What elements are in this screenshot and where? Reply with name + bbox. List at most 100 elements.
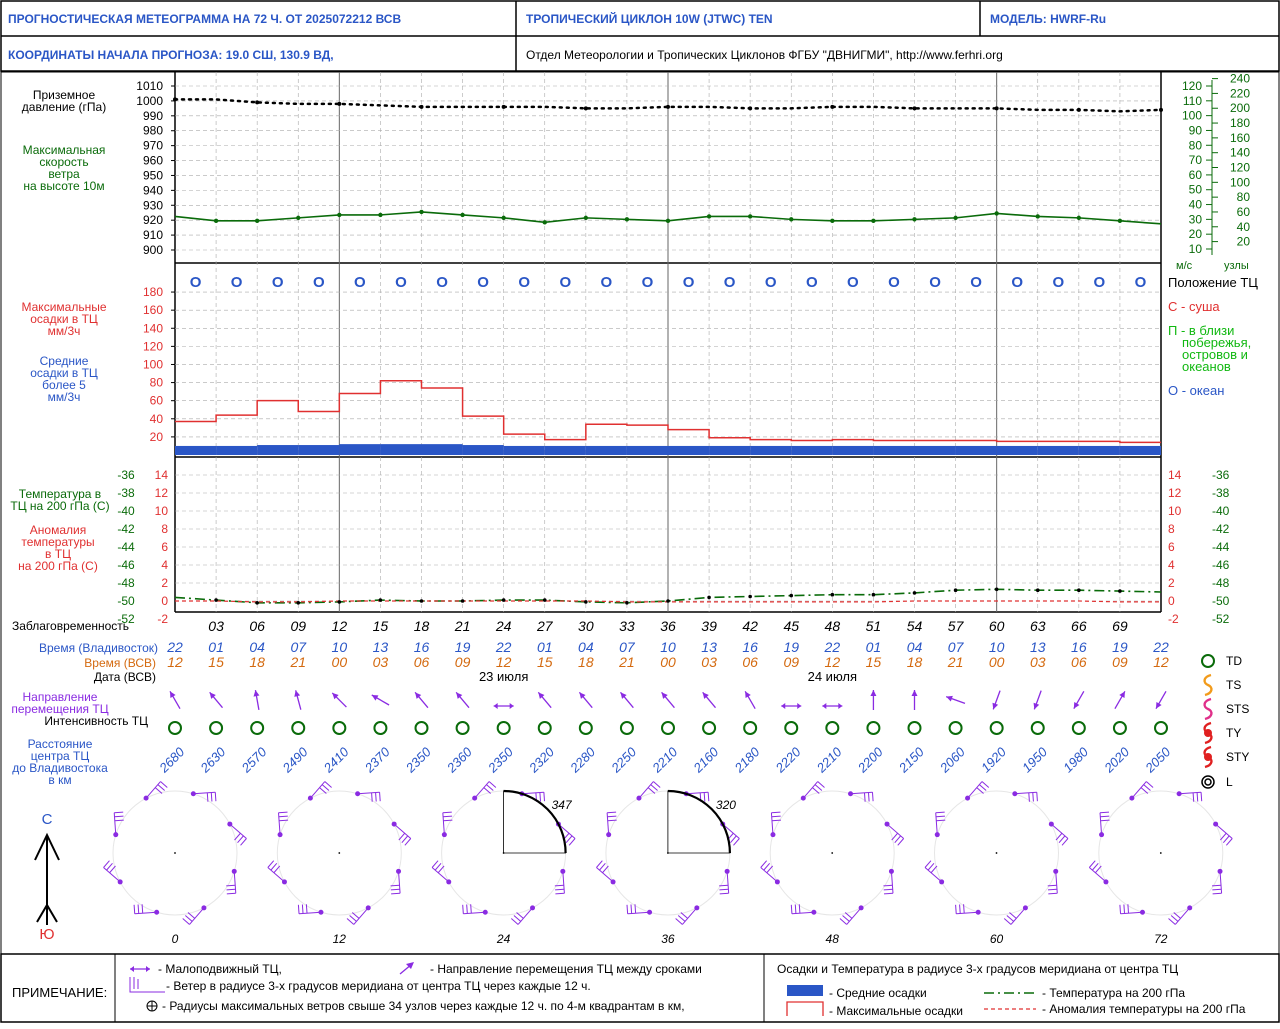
temp200-axis-label: Температура в bbox=[19, 487, 101, 501]
wind-barb-feather bbox=[114, 815, 124, 818]
wind-barb-feather bbox=[568, 838, 576, 846]
time-vlad-value: 22 bbox=[824, 639, 841, 655]
wind-barb-feather bbox=[1170, 915, 1179, 922]
time-vlad-value: 13 bbox=[373, 639, 389, 655]
distance-value: 2210 bbox=[813, 744, 845, 776]
avg-precip-bar bbox=[832, 445, 874, 455]
wind-barb-feather bbox=[1088, 860, 1096, 868]
wind-knot-tick-label: 60 bbox=[1237, 205, 1251, 219]
direction-arrowhead bbox=[745, 691, 751, 699]
temp200-point bbox=[255, 601, 259, 605]
wind-barb-feather bbox=[1123, 904, 1126, 914]
wind-ring bbox=[112, 790, 238, 916]
wind-ring-hour: 72 bbox=[1154, 932, 1168, 946]
wind-barb-feather bbox=[185, 915, 193, 922]
max-precip-legend-swatch bbox=[786, 1001, 824, 1016]
distance-value: 2180 bbox=[731, 744, 763, 776]
intensity-marker-td bbox=[866, 721, 881, 735]
wind-ms-tick-label: 90 bbox=[1189, 123, 1203, 137]
wind-knot-tick-label: 100 bbox=[1230, 175, 1250, 189]
cyclone-symbol-fill bbox=[1204, 729, 1212, 737]
lead-hour-label: 21 bbox=[454, 618, 471, 634]
tc-position-land: С - суша bbox=[1168, 299, 1220, 314]
wind-ms-tick-label: 70 bbox=[1189, 153, 1203, 167]
direction-legend-arrowhead bbox=[406, 962, 414, 969]
anom-tick-label: 10 bbox=[155, 504, 169, 518]
time-utc-label: Время (ВСВ) bbox=[84, 656, 156, 670]
wind-barb-staff bbox=[802, 781, 819, 799]
lower-panels: 03 06 09 12 15 18 21 24 27 30 33 36 39 42 45 48 51 54 57 60… bbox=[103, 618, 1233, 946]
anomaly-axis-label: в ТЦ bbox=[45, 547, 71, 561]
wind-barb-feather bbox=[554, 884, 564, 887]
wind-barb-staff bbox=[398, 871, 401, 894]
precip-tick-label: 100 bbox=[143, 357, 163, 371]
wind-ring-center bbox=[174, 852, 176, 854]
direction-arrowhead bbox=[1156, 701, 1162, 709]
wind-barb-feather bbox=[1028, 792, 1030, 802]
tc-position-marker: О bbox=[642, 274, 654, 291]
anom-tick-label: 0 bbox=[161, 594, 168, 608]
temp-tick-label: -42 bbox=[117, 522, 135, 536]
wind-barb-feather bbox=[650, 784, 658, 791]
cyclone-symbol-icon bbox=[1203, 673, 1213, 697]
wind-barb-feather bbox=[677, 915, 686, 922]
direction-arrowhead bbox=[946, 695, 953, 702]
time-vlad-value: 04 bbox=[578, 639, 594, 655]
pressure-tick-label: 970 bbox=[143, 139, 163, 153]
direction-arrowhead bbox=[1119, 691, 1125, 699]
wind-barb-feather bbox=[437, 865, 445, 874]
header: ПРОГНОСТИЧЕСКАЯ МЕТЕОГРАММА НА 72 Ч. ОТ … bbox=[0, 0, 1280, 72]
header-title: ПРОГНОСТИЧЕСКАЯ МЕТЕОГРАММА НА 72 Ч. ОТ … bbox=[8, 12, 401, 26]
wind-barb-feather bbox=[1168, 918, 1176, 925]
wind-point bbox=[871, 218, 876, 224]
wind-ms-unit: м/с bbox=[1176, 260, 1193, 272]
lead-hour-label: 54 bbox=[907, 618, 923, 634]
wind-ms-tick-label: 20 bbox=[1189, 227, 1203, 241]
avg-precip-bar bbox=[996, 445, 1038, 455]
distance-value: 2320 bbox=[525, 744, 557, 776]
wind-barb-feather bbox=[391, 892, 401, 895]
pressure-point bbox=[337, 101, 342, 106]
precip-tick-label: 120 bbox=[143, 339, 163, 353]
lead-hour-label: 18 bbox=[414, 618, 430, 634]
temp200-point bbox=[994, 587, 999, 592]
lead-hour-label: 69 bbox=[1112, 618, 1128, 634]
wind-barb-feather bbox=[1047, 884, 1057, 887]
wind-barb-feather bbox=[1003, 918, 1012, 925]
wind-barb-feather bbox=[844, 912, 853, 919]
wind-barb-feather bbox=[319, 787, 327, 794]
max-precip-step-line bbox=[175, 380, 1161, 444]
wind-barb-feather bbox=[401, 835, 409, 843]
anom-tick-label: 12 bbox=[155, 486, 169, 500]
footer-temp-text: - Температура на 200 гПа bbox=[1042, 986, 1185, 1000]
wind-barb-feather bbox=[1100, 815, 1110, 818]
wind-barb-feather bbox=[1219, 832, 1227, 841]
anom-tick-label-right: 12 bbox=[1168, 486, 1182, 500]
footer-slow-text: - Малоподвижный ТЦ, bbox=[158, 962, 282, 976]
wind-barb-feather bbox=[1212, 892, 1222, 895]
intensity-marker-td bbox=[537, 721, 552, 735]
footer-precip-title: Осадки и Температура в радиусе 3-х граду… bbox=[777, 962, 1178, 976]
left-labels: 10101000990980970960950940930920910900Пр… bbox=[10, 79, 168, 943]
avg-precip-bar bbox=[1078, 445, 1120, 455]
pressure-tick-label: 920 bbox=[143, 213, 163, 227]
distance-label: центра ТЦ bbox=[31, 749, 90, 763]
wind-barb-feather bbox=[936, 819, 946, 822]
cyclone-symbol-fill bbox=[1204, 753, 1212, 761]
wind-point bbox=[747, 214, 753, 219]
max-precip-label: осадки в ТЦ bbox=[30, 312, 98, 326]
wind-barb-feather bbox=[955, 904, 957, 914]
pressure-tick-label: 930 bbox=[143, 198, 163, 212]
wind-barb-staff bbox=[1055, 871, 1058, 894]
slow-tc-arrowheads bbox=[822, 703, 843, 709]
wind-barb-staff bbox=[278, 812, 281, 835]
anom-tick-label: 6 bbox=[161, 540, 168, 554]
wind-point bbox=[254, 218, 260, 224]
tc-position-marker: О bbox=[272, 274, 284, 291]
pressure-point bbox=[419, 104, 424, 109]
intensity-legend-label: STS bbox=[1226, 702, 1249, 716]
time-utc-value: 12 bbox=[1153, 654, 1169, 670]
intensity-marker-td bbox=[948, 721, 963, 735]
wind-knot-tick-label: 120 bbox=[1230, 161, 1250, 175]
wind-barb-feather bbox=[234, 832, 241, 841]
